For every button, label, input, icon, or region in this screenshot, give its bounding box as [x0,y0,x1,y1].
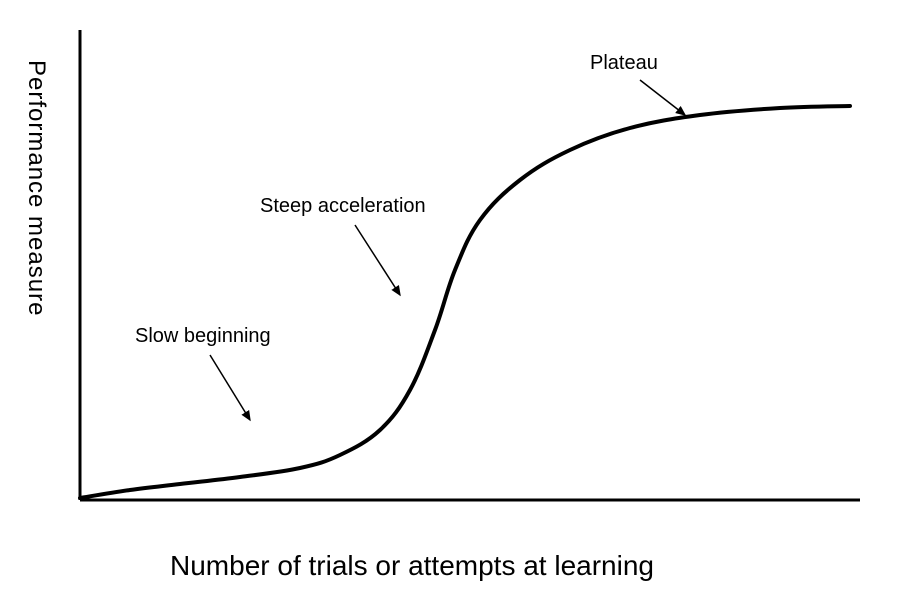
x-axis-label: Number of trials or attempts at learning [170,550,654,582]
learning-curve-chart: Performance measure Number of trials or … [0,0,900,600]
y-axis-label: Performance measure [22,60,50,316]
annotation-slow-beginning: Slow beginning [135,325,271,348]
learning-curve [80,106,850,498]
annotation-arrow-plateau [640,80,685,115]
annotation-steep-acceleration: Steep acceleration [260,195,426,218]
annotation-arrow-steep-acceleration [355,225,400,295]
annotation-arrow-slow-beginning [210,355,250,420]
chart-svg [0,0,900,600]
annotation-plateau: Plateau [590,52,658,75]
